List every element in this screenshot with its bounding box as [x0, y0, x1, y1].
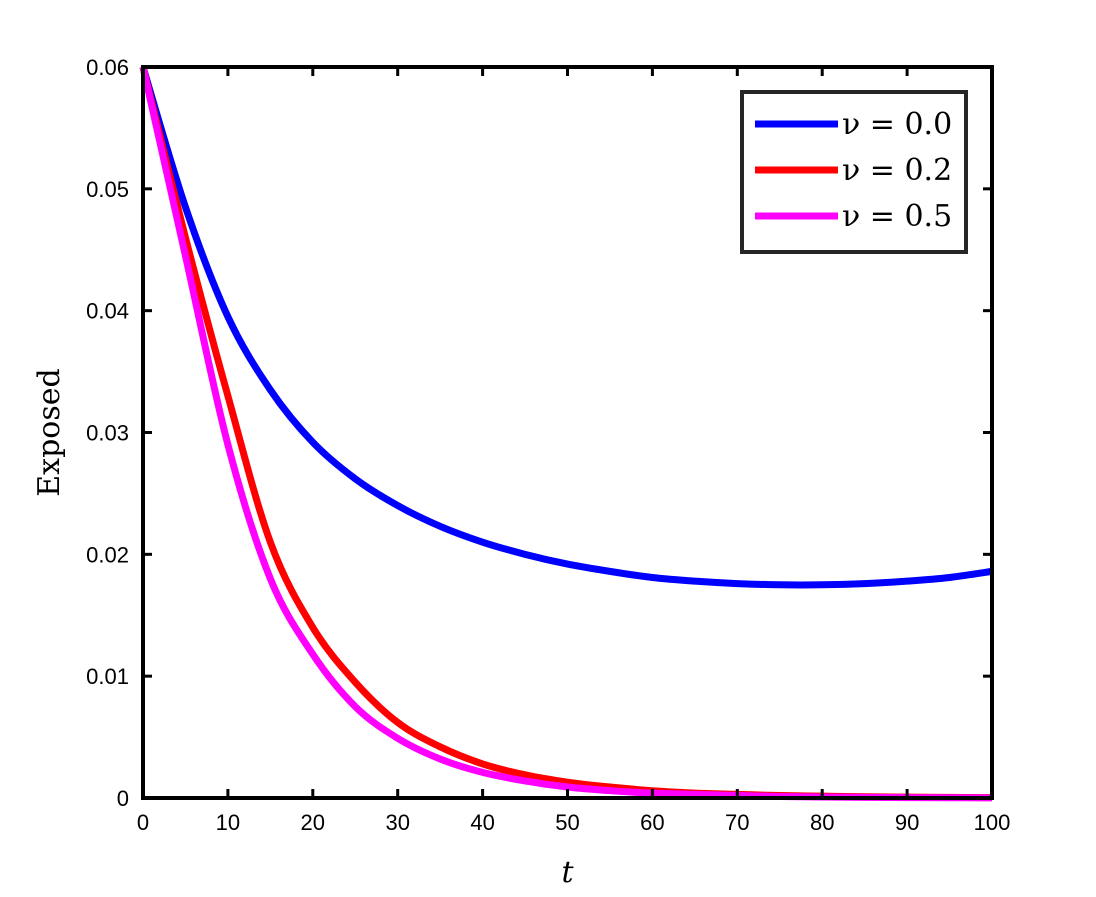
y-tick-label: 0.01	[86, 664, 129, 689]
y-tick-label: 0.04	[86, 299, 129, 324]
ticks-layer	[141, 65, 994, 800]
tick-labels: 0 10 20 30 40 50 60 70 80 90 100 0 0.01 0.02 0.03 0.04 0…	[86, 55, 1010, 835]
x-tick-label: 80	[810, 810, 834, 835]
legend-label-1: ν = 0.2	[842, 153, 952, 188]
legend-label-2: ν = 0.5	[842, 199, 952, 234]
legend-label-0: ν = 0.0	[842, 107, 952, 142]
x-tick-label: 70	[725, 810, 749, 835]
y-tick-label: 0	[117, 786, 129, 811]
x-tick-label: 50	[555, 810, 579, 835]
y-tick-label: 0.05	[86, 177, 129, 202]
x-tick-label: 0	[137, 810, 149, 835]
x-tick-label: 100	[974, 810, 1011, 835]
x-tick-label: 30	[385, 810, 409, 835]
x-tick-label: 60	[640, 810, 664, 835]
y-tick-label: 0.06	[86, 55, 129, 80]
legend: ν = 0.0 ν = 0.2 ν = 0.5	[740, 90, 968, 254]
y-axis-title: Exposed	[32, 368, 67, 496]
x-tick-label: 10	[216, 810, 240, 835]
x-tick-label: 20	[301, 810, 325, 835]
y-tick-label: 0.03	[86, 421, 129, 446]
y-tick-label: 0.02	[86, 542, 129, 567]
x-tick-label: 40	[470, 810, 494, 835]
series-line-0	[139, 65, 993, 589]
x-axis-title: t	[561, 855, 574, 890]
x-tick-label: 90	[895, 810, 919, 835]
